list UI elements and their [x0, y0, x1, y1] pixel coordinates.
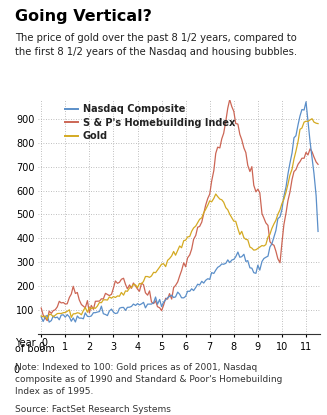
- Text: The price of gold over the past 8 1/2 years, compared to
the first 8 1/2 years o: The price of gold over the past 8 1/2 ye…: [15, 33, 297, 57]
- Text: Year  0: Year 0: [15, 338, 48, 348]
- Text: of boom: of boom: [15, 344, 55, 354]
- Text: Note: Indexed to 100: Gold prices as of 2001, Nasdaq
composite as of 1990 and St: Note: Indexed to 100: Gold prices as of …: [15, 363, 282, 396]
- Text: 0: 0: [13, 364, 20, 375]
- Legend: Nasdaq Composite, S & P's Homebuilding Index, Gold: Nasdaq Composite, S & P's Homebuilding I…: [65, 105, 235, 141]
- Text: Going Vertical?: Going Vertical?: [15, 9, 152, 24]
- Text: Source: FactSet Research Systems: Source: FactSet Research Systems: [15, 405, 171, 414]
